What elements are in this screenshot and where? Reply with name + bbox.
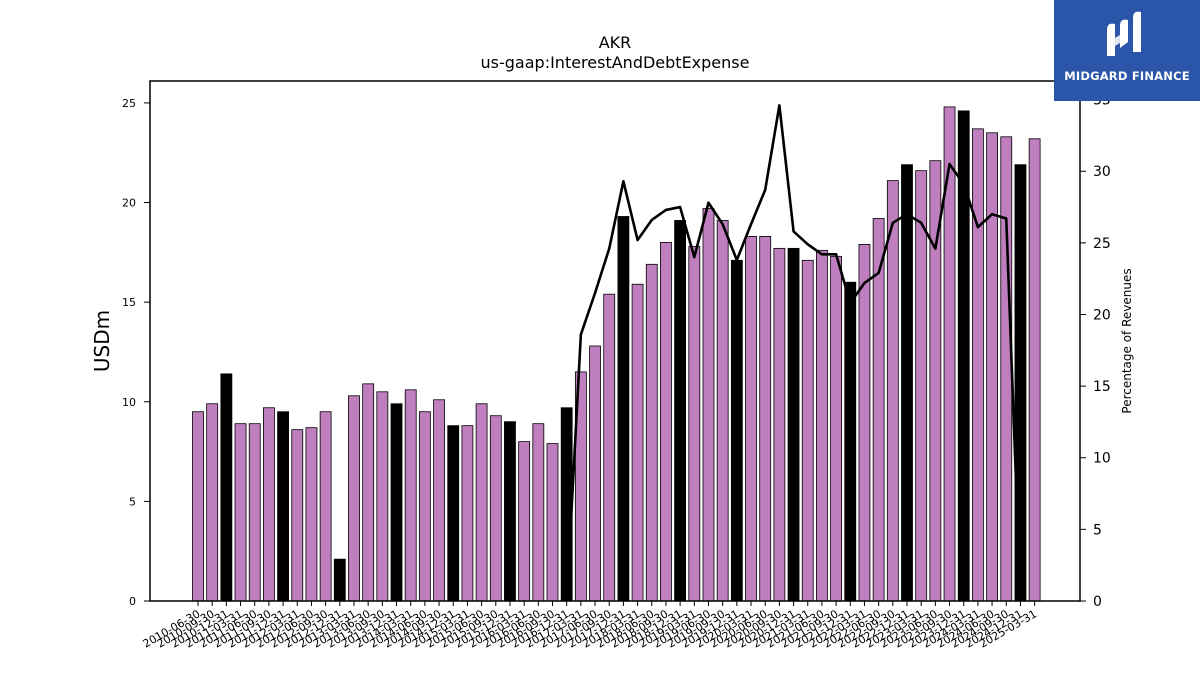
bar-2014-12-31 [447,425,460,602]
percentage-line [565,104,1022,602]
bar-2018-09-30 [660,241,672,602]
bar-2018-06-30 [645,263,658,602]
bar-2019-06-30 [702,208,715,602]
y-tick-label: 20 [122,197,136,210]
bar-2011-06-30 [248,423,261,602]
bar-2025-03-31 [1028,138,1041,602]
y2-tick-label: 15 [1093,379,1111,395]
midgard-m-icon [1107,11,1141,57]
bar-2016-06-30 [532,423,545,602]
bar-2010-12-31 [220,373,233,602]
bar-2012-03-31 [291,429,304,602]
bar-2021-03-31 [801,259,814,602]
y-tick-label: 0 [129,595,136,608]
bar-2021-09-30 [830,255,842,602]
bar-2019-12-31 [730,259,743,602]
bar-2013-06-30 [362,383,375,602]
bar-2022-03-31 [858,243,871,602]
bar-2011-03-31 [234,423,247,602]
bar-2024-09-30 [1000,136,1013,602]
bar-2019-09-30 [716,220,729,602]
bar-2015-12-31 [504,421,516,602]
bar-2020-03-31 [745,235,757,602]
bar-2023-03-31 [915,170,928,602]
y2-tick-label: 30 [1093,164,1111,180]
bar-2022-12-31 [901,164,913,602]
x-axis: 2010-06-302010-09-302010-12-312011-03-31… [141,601,1039,651]
bar-2013-03-31 [348,395,360,602]
bar-2020-09-30 [773,247,786,602]
plot-frame [149,80,1081,602]
bar-2021-06-30 [816,249,828,602]
bar-2014-03-31 [404,389,417,602]
bar-2024-12-31 [1014,164,1027,602]
bar-2010-09-30 [206,403,219,602]
bar-2019-03-31 [688,245,701,602]
bar-2015-06-30 [475,403,488,602]
bar-2013-09-30 [376,391,389,602]
y-axis-right: 05101520253035 [1080,93,1111,610]
y-axis-label: USDm [90,310,114,372]
logo-text: MIDGARD FINANCE [1064,69,1190,83]
y2-tick-label: 25 [1093,236,1111,252]
y-axis-left: 0 5 10 15 20 25 [122,97,150,608]
bar-2018-03-31 [631,283,644,602]
y-tick-label: 15 [122,296,136,309]
midgard-finance-logo: MIDGARD FINANCE [1054,0,1200,101]
bar-2017-06-30 [589,345,601,602]
bar-2013-12-31 [390,403,403,602]
bar-2011-09-30 [262,407,275,602]
bar-2011-12-31 [277,411,289,602]
chart-subtitle: us-gaap:InterestAndDebtExpense [481,53,750,72]
y-tick-label: 10 [122,396,136,409]
bar-2016-03-31 [518,441,531,602]
y2-tick-label: 5 [1093,522,1102,538]
y2-tick-label: 0 [1093,594,1102,610]
y2-axis-label: Percentage of Revenues [1120,268,1134,413]
y-tick-label: 5 [129,495,136,508]
y2-tick-label: 10 [1093,451,1111,467]
bar-2012-06-30 [305,427,318,602]
bar-2024-06-30 [986,132,998,602]
bar-2014-09-30 [433,399,445,602]
bar-2014-06-30 [418,411,431,602]
chart-title: AKR [599,33,632,52]
bar-2017-09-30 [603,293,616,602]
bar-2017-12-31 [617,216,630,602]
bar-2024-03-31 [972,128,984,602]
bar-2020-06-30 [759,235,772,602]
bar-2015-03-31 [461,425,474,602]
bar-2012-12-31 [333,558,346,602]
y2-tick-label: 20 [1093,307,1111,323]
bar-2016-09-30 [546,443,559,602]
bar-2018-12-31 [674,220,687,602]
y-tick-label: 25 [122,97,136,110]
bar-2010-06-30 [192,411,204,602]
bar-2012-09-30 [319,411,332,602]
percentage-line-group [565,104,1022,602]
bar-2015-09-30 [489,415,502,602]
bar-2020-12-31 [787,247,800,602]
bar-2022-09-30 [886,180,899,602]
bar-group [192,106,1041,602]
bar-2021-12-31 [844,281,857,602]
